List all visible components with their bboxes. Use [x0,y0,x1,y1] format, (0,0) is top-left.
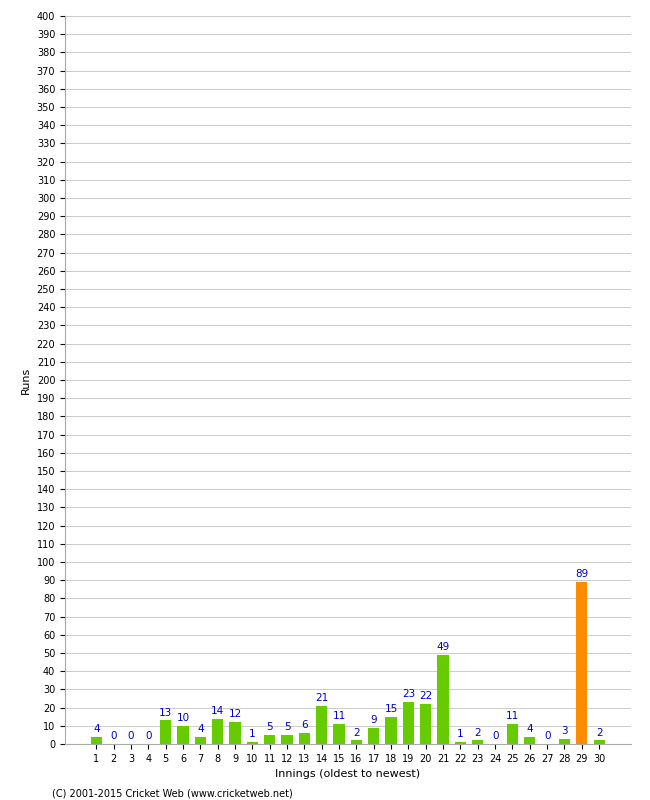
Text: 4: 4 [526,724,533,734]
Bar [559,738,570,744]
Bar [507,724,518,744]
Text: 1: 1 [249,730,255,739]
Text: 6: 6 [301,720,307,730]
Bar [455,742,466,744]
Bar [368,728,380,744]
Bar [160,720,172,744]
Bar [229,722,240,744]
Bar [576,582,588,744]
Text: 11: 11 [332,711,346,722]
Text: 13: 13 [159,708,172,718]
Bar [247,742,258,744]
Bar [351,740,362,744]
Text: 0: 0 [128,731,135,742]
Bar [316,706,328,744]
Bar [472,740,484,744]
Bar [524,737,536,744]
Bar [177,726,188,744]
Bar [299,733,310,744]
Text: 2: 2 [353,728,359,738]
Text: 3: 3 [561,726,568,736]
Text: 14: 14 [211,706,224,716]
Text: 9: 9 [370,715,377,725]
Bar [437,655,448,744]
Text: 89: 89 [575,570,588,579]
Bar [333,724,344,744]
Bar [212,718,224,744]
Text: 12: 12 [228,710,242,719]
Text: 0: 0 [544,731,551,742]
Bar [195,737,206,744]
Text: 0: 0 [145,731,151,742]
Text: 0: 0 [111,731,117,742]
Bar [593,740,604,744]
Bar [264,735,276,744]
Text: 21: 21 [315,693,328,703]
Text: 2: 2 [596,728,603,738]
Text: 5: 5 [284,722,291,732]
Text: 0: 0 [492,731,499,742]
Text: 4: 4 [93,724,99,734]
Y-axis label: Runs: Runs [21,366,31,394]
Bar [281,735,292,744]
Text: 22: 22 [419,691,432,702]
Text: 2: 2 [474,728,481,738]
Text: 23: 23 [402,690,415,699]
Text: 1: 1 [457,730,463,739]
Text: 11: 11 [506,711,519,722]
Text: 49: 49 [437,642,450,652]
X-axis label: Innings (oldest to newest): Innings (oldest to newest) [275,770,421,779]
Text: 15: 15 [384,704,398,714]
Bar [403,702,414,744]
Text: 4: 4 [197,724,203,734]
Text: 5: 5 [266,722,273,732]
Bar [385,717,396,744]
Text: (C) 2001-2015 Cricket Web (www.cricketweb.net): (C) 2001-2015 Cricket Web (www.cricketwe… [52,788,292,798]
Text: 10: 10 [176,713,190,723]
Bar [420,704,432,744]
Bar [91,737,102,744]
